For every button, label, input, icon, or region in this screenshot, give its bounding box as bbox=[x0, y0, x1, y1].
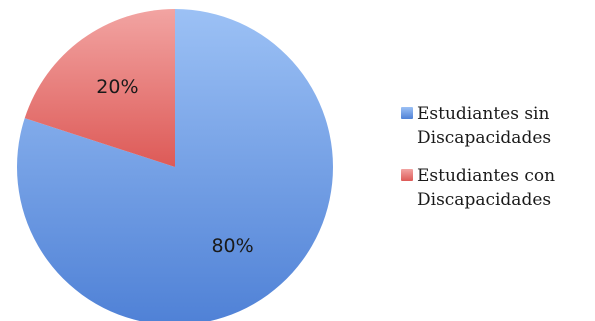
data-label-1: 20% bbox=[96, 76, 138, 98]
data-label-0: 80% bbox=[211, 235, 253, 257]
legend-swatch-0 bbox=[401, 107, 413, 119]
legend-item-1: Estudiantes con Discapacidades bbox=[401, 164, 591, 212]
legend-swatch-1 bbox=[401, 169, 413, 181]
legend-label-0: Estudiantes sin Discapacidades bbox=[417, 104, 552, 148]
slices-layer bbox=[17, 9, 333, 321]
data-labels-layer: 80% 20% bbox=[96, 76, 253, 257]
pie-slice-1 bbox=[24, 9, 176, 167]
pie-slice-0 bbox=[17, 9, 333, 321]
pie-plot-area: 80% 20% bbox=[17, 9, 333, 321]
legend-item-0: Estudiantes sin Discapacidades bbox=[401, 102, 591, 150]
legend: Estudiantes sin Discapacidades Estudiant… bbox=[401, 102, 591, 226]
legend-label-1: Estudiantes con Discapacidades bbox=[417, 166, 556, 210]
